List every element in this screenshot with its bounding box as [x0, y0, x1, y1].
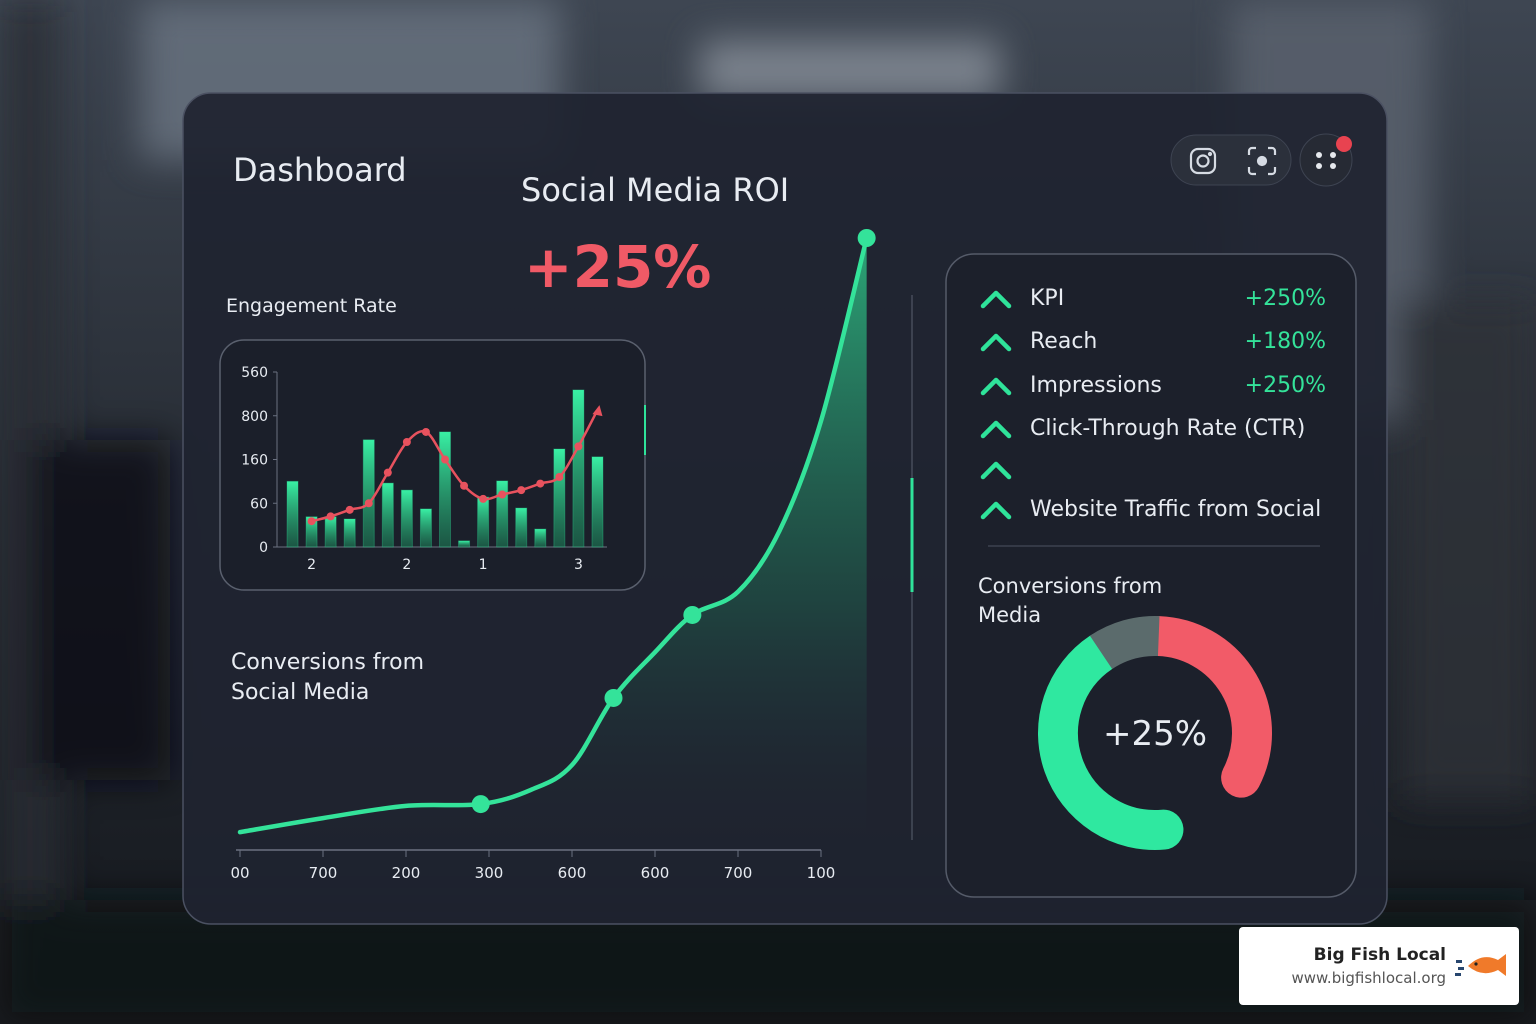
donut-title: Conversions from Media: [978, 574, 1163, 627]
line-point: [307, 517, 316, 526]
kpi-icon: [980, 501, 1012, 520]
bar: [572, 389, 585, 548]
y-tick-label: 800: [241, 409, 268, 425]
bar: [534, 528, 547, 548]
kpi-label: KPI: [1030, 286, 1064, 311]
bar: [419, 508, 432, 548]
y-tick-label: 0: [259, 540, 268, 556]
kpi-list: KPI +250% Reach +180% Impressions +250% Click-…: [980, 286, 1326, 522]
x-tick-label: 2: [402, 557, 411, 573]
line-point: [517, 486, 526, 495]
toolbar: [1170, 133, 1353, 187]
bar: [400, 489, 413, 548]
x-tick-label: 600: [641, 864, 670, 882]
brand-url: www.bigfishlocal.org: [1292, 969, 1447, 987]
kpi-icon: [980, 377, 1012, 396]
x-tick-label: 700: [309, 864, 338, 882]
kpi-change: +250%: [1245, 373, 1326, 398]
bar: [553, 448, 566, 548]
line: [311, 409, 599, 523]
x-tick-label: 600: [558, 864, 587, 882]
kpi-icon: [980, 461, 1012, 480]
point: [857, 229, 876, 247]
donut-segment: [1089, 616, 1160, 670]
watermark: Big Fish Local www.bigfishlocal.org: [1239, 927, 1519, 1005]
point: [683, 605, 702, 624]
x-tick-label: 700: [724, 864, 753, 882]
bar: [515, 507, 528, 548]
area: [240, 238, 867, 848]
point: [471, 795, 490, 814]
kpi-label: Click-Through Rate (CTR): [1030, 416, 1305, 441]
line-arrow: [592, 405, 603, 417]
line-point: [326, 512, 335, 521]
kpi-label: Website Traffic from Social: [1030, 497, 1321, 522]
bar: [496, 480, 509, 548]
scan-button[interactable]: [1247, 146, 1277, 176]
line-point: [574, 442, 583, 451]
page-title: Dashboard: [233, 151, 407, 189]
y-tick-label: 560: [241, 365, 268, 381]
donut-segment: [1138, 616, 1272, 798]
bar: [343, 518, 356, 548]
line-point: [402, 438, 411, 446]
line-point: [421, 427, 430, 436]
bar: [439, 431, 451, 548]
x-tick-label: 300: [475, 864, 504, 882]
line-point: [460, 481, 469, 490]
x-tick-label: 100: [807, 864, 836, 882]
conversions-title: Conversions from Social Media: [231, 650, 424, 705]
kpi-icon: [980, 333, 1012, 352]
kpi-icon: [980, 420, 1012, 439]
donut-center-label: +25%: [1103, 714, 1207, 754]
bar: [477, 496, 490, 548]
x-tick-label: 2: [307, 557, 316, 573]
brand-name: Big Fish Local: [1314, 945, 1446, 965]
x-tick-label: 00: [230, 864, 249, 882]
x-tick-label: 200: [392, 864, 421, 882]
donut-segment: [1038, 632, 1184, 850]
line-point: [536, 479, 545, 488]
kpi-label: Reach: [1030, 329, 1097, 354]
point: [604, 688, 623, 707]
x-tick-label: 1: [479, 557, 488, 573]
line-point: [383, 468, 392, 477]
roi-value: +25%: [524, 233, 711, 301]
x-tick-label: 3: [574, 557, 583, 573]
line-point: [345, 505, 354, 514]
line-point: [479, 494, 488, 503]
instagram-button[interactable]: [1189, 147, 1217, 175]
line-point: [498, 490, 507, 499]
y-tick-label: 60: [250, 496, 268, 512]
line-point: [441, 455, 449, 464]
menu-button[interactable]: [1299, 133, 1353, 187]
bar: [362, 439, 375, 548]
line-point: [364, 499, 373, 508]
kpi-change: +180%: [1245, 329, 1326, 354]
bar: [381, 482, 394, 548]
bar: [286, 480, 299, 548]
y-tick-label: 160: [241, 453, 268, 469]
bar: [458, 540, 471, 548]
line-point: [555, 473, 564, 481]
roi-title: Social Media ROI: [521, 171, 789, 209]
kpi-label: Impressions: [1030, 373, 1162, 398]
engagement-title: Engagement Rate: [226, 295, 397, 317]
kpi-change: +250%: [1245, 286, 1326, 311]
bar: [591, 456, 604, 548]
bar: [324, 516, 337, 548]
kpi-icon: [980, 290, 1012, 309]
bar: [305, 516, 318, 548]
